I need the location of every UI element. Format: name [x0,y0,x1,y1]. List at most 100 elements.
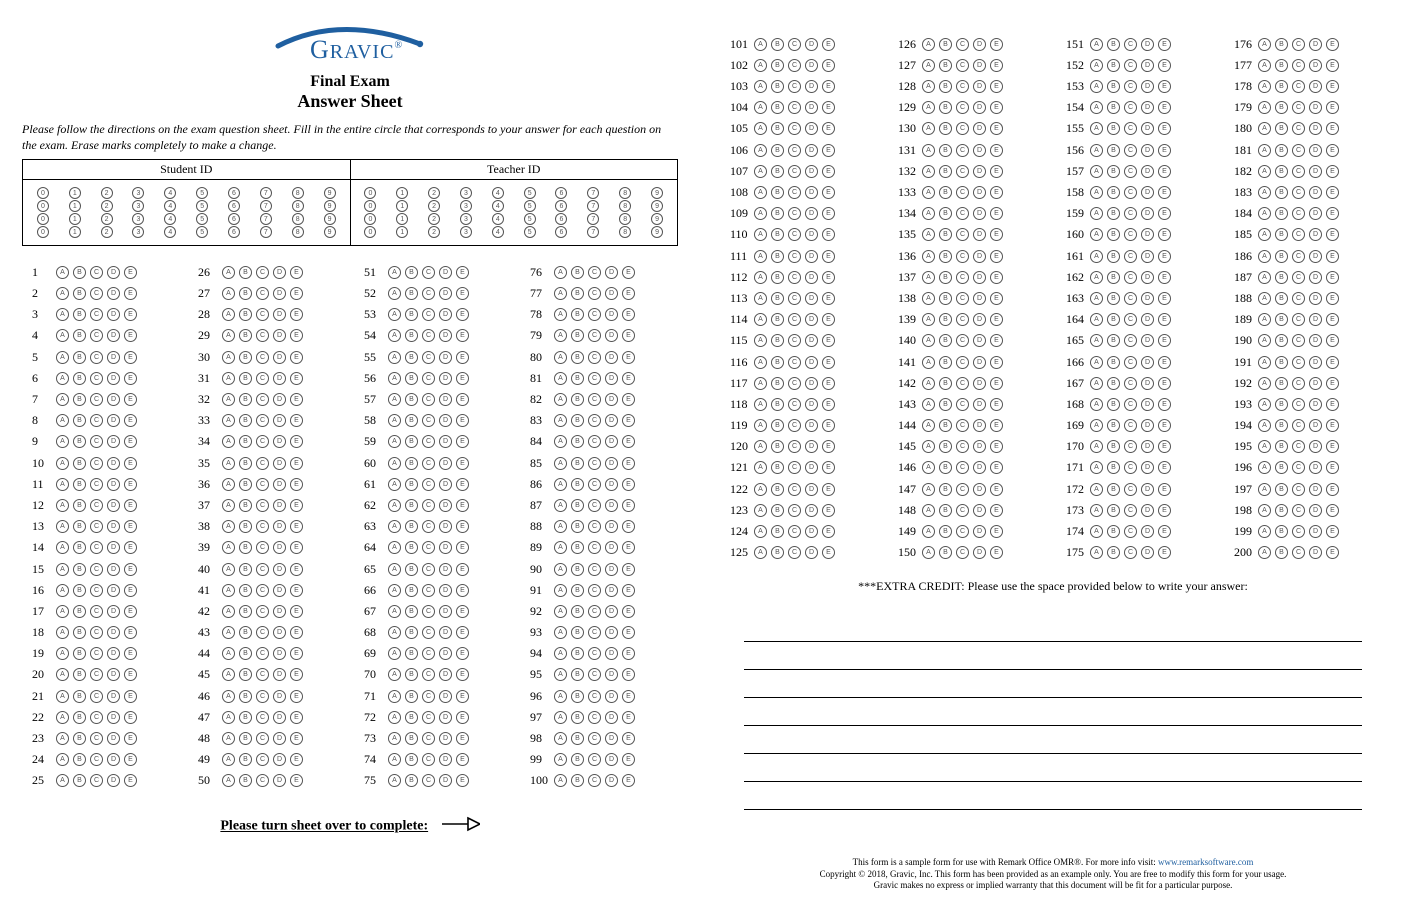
answer-bubble[interactable]: B [405,287,418,300]
answer-bubble[interactable]: A [554,435,567,448]
answer-bubble[interactable]: B [1275,504,1288,517]
answer-bubble[interactable]: E [124,499,137,512]
answer-bubble[interactable]: C [256,668,269,681]
answer-bubble[interactable]: D [805,38,818,51]
answer-bubble[interactable]: C [1292,228,1305,241]
answer-bubble[interactable]: E [622,457,635,470]
answer-bubble[interactable]: B [1107,59,1120,72]
answer-bubble[interactable]: B [571,478,584,491]
answer-bubble[interactable]: E [1158,356,1171,369]
answer-bubble[interactable]: A [554,457,567,470]
answer-bubble[interactable]: C [1292,144,1305,157]
answer-bubble[interactable]: A [754,165,767,178]
answer-bubble[interactable]: D [805,334,818,347]
answer-bubble[interactable]: C [1124,334,1137,347]
answer-bubble[interactable]: E [822,38,835,51]
answer-bubble[interactable]: C [256,287,269,300]
answer-bubble[interactable]: C [588,351,601,364]
answer-bubble[interactable]: D [273,541,286,554]
answer-bubble[interactable]: E [124,372,137,385]
answer-bubble[interactable]: C [788,250,801,263]
id-bubble[interactable]: 7 [587,187,599,199]
answer-bubble[interactable]: E [990,546,1003,559]
answer-bubble[interactable]: D [605,626,618,639]
answer-bubble[interactable]: D [1309,398,1322,411]
answer-line[interactable] [744,670,1362,698]
answer-bubble[interactable]: C [588,393,601,406]
answer-bubble[interactable]: C [956,165,969,178]
answer-bubble[interactable]: B [73,499,86,512]
answer-bubble[interactable]: D [605,584,618,597]
answer-bubble[interactable]: D [439,372,452,385]
answer-bubble[interactable]: E [1158,461,1171,474]
answer-bubble[interactable]: A [1090,546,1103,559]
answer-bubble[interactable]: B [73,287,86,300]
answer-bubble[interactable]: A [1090,101,1103,114]
answer-bubble[interactable]: A [56,329,69,342]
answer-bubble[interactable]: D [1309,144,1322,157]
answer-bubble[interactable]: B [1275,122,1288,135]
id-bubble[interactable]: 3 [132,200,144,212]
answer-bubble[interactable]: D [605,711,618,724]
answer-bubble[interactable]: C [90,774,103,787]
answer-bubble[interactable]: E [456,351,469,364]
answer-bubble[interactable]: E [822,207,835,220]
answer-bubble[interactable]: B [939,292,952,305]
id-bubble[interactable]: 8 [619,226,631,238]
answer-bubble[interactable]: C [256,520,269,533]
answer-bubble[interactable]: C [956,356,969,369]
answer-bubble[interactable]: E [290,308,303,321]
answer-bubble[interactable]: A [754,313,767,326]
answer-bubble[interactable]: C [1124,101,1137,114]
answer-bubble[interactable]: C [1292,419,1305,432]
answer-bubble[interactable]: A [922,271,935,284]
answer-bubble[interactable]: C [1292,546,1305,559]
answer-bubble[interactable]: B [1107,334,1120,347]
answer-bubble[interactable]: E [822,271,835,284]
answer-bubble[interactable]: A [754,122,767,135]
answer-bubble[interactable]: E [1326,525,1339,538]
answer-bubble[interactable]: B [1107,228,1120,241]
answer-bubble[interactable]: D [1309,356,1322,369]
answer-bubble[interactable]: A [1258,504,1271,517]
answer-bubble[interactable]: A [222,605,235,618]
answer-bubble[interactable]: D [273,711,286,724]
answer-bubble[interactable]: A [1258,525,1271,538]
answer-bubble[interactable]: C [956,207,969,220]
answer-bubble[interactable]: C [1124,144,1137,157]
answer-bubble[interactable]: C [788,313,801,326]
answer-bubble[interactable]: D [605,647,618,660]
answer-bubble[interactable]: A [1090,207,1103,220]
answer-bubble[interactable]: A [388,690,401,703]
answer-bubble[interactable]: E [1158,398,1171,411]
answer-bubble[interactable]: A [56,520,69,533]
answer-bubble[interactable]: B [405,647,418,660]
answer-bubble[interactable]: B [239,287,252,300]
answer-bubble[interactable]: C [956,525,969,538]
answer-bubble[interactable]: E [290,351,303,364]
answer-bubble[interactable]: D [273,351,286,364]
answer-bubble[interactable]: E [1158,59,1171,72]
answer-bubble[interactable]: B [939,525,952,538]
answer-bubble[interactable]: B [939,419,952,432]
answer-bubble[interactable]: B [73,753,86,766]
answer-bubble[interactable]: C [1124,271,1137,284]
answer-bubble[interactable]: B [771,59,784,72]
answer-bubble[interactable]: E [822,144,835,157]
answer-bubble[interactable]: E [456,414,469,427]
answer-bubble[interactable]: E [456,435,469,448]
answer-bubble[interactable]: D [973,546,986,559]
answer-bubble[interactable]: C [1292,525,1305,538]
answer-bubble[interactable]: D [107,393,120,406]
id-bubble[interactable]: 8 [619,200,631,212]
answer-bubble[interactable]: E [1158,440,1171,453]
answer-bubble[interactable]: A [388,584,401,597]
answer-bubble[interactable]: E [456,457,469,470]
answer-bubble[interactable]: C [422,732,435,745]
answer-bubble[interactable]: E [1326,144,1339,157]
answer-bubble[interactable]: C [90,520,103,533]
id-bubble[interactable]: 7 [260,213,272,225]
answer-bubble[interactable]: C [956,419,969,432]
answer-bubble[interactable]: C [788,440,801,453]
answer-bubble[interactable]: B [571,393,584,406]
